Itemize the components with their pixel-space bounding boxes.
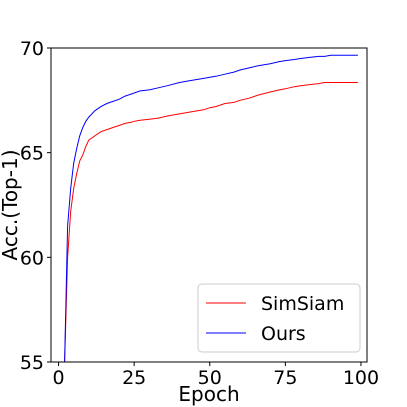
- x-axis-ticks: 0 25 50 75 100: [53, 362, 379, 389]
- legend: SimSiam Ours: [197, 283, 361, 353]
- legend-box: [197, 283, 361, 353]
- y-tick-label: 70: [20, 38, 44, 60]
- series-line-ours: [64, 54, 358, 363]
- y-tick-label: 65: [20, 143, 44, 165]
- y-tick-label: 55: [20, 352, 44, 374]
- y-axis-ticks: 55 60 65 70: [20, 38, 51, 374]
- legend-label-ours: Ours: [261, 323, 306, 345]
- x-tick-label: 0: [53, 367, 65, 389]
- series-line-simsiam: [64, 82, 358, 363]
- x-axis-title: Epoch: [178, 382, 239, 406]
- legend-label-simsiam: SimSiam: [261, 293, 344, 315]
- plot-lines: [64, 54, 358, 363]
- plot-frame: [50, 47, 368, 363]
- x-tick-label: 100: [343, 367, 379, 389]
- x-tick-label: 75: [273, 367, 297, 389]
- y-axis-title: Acc.(Top-1): [0, 150, 22, 261]
- x-tick-label: 50: [198, 367, 222, 389]
- y-tick-label: 60: [20, 247, 44, 269]
- x-tick-label: 25: [122, 367, 146, 389]
